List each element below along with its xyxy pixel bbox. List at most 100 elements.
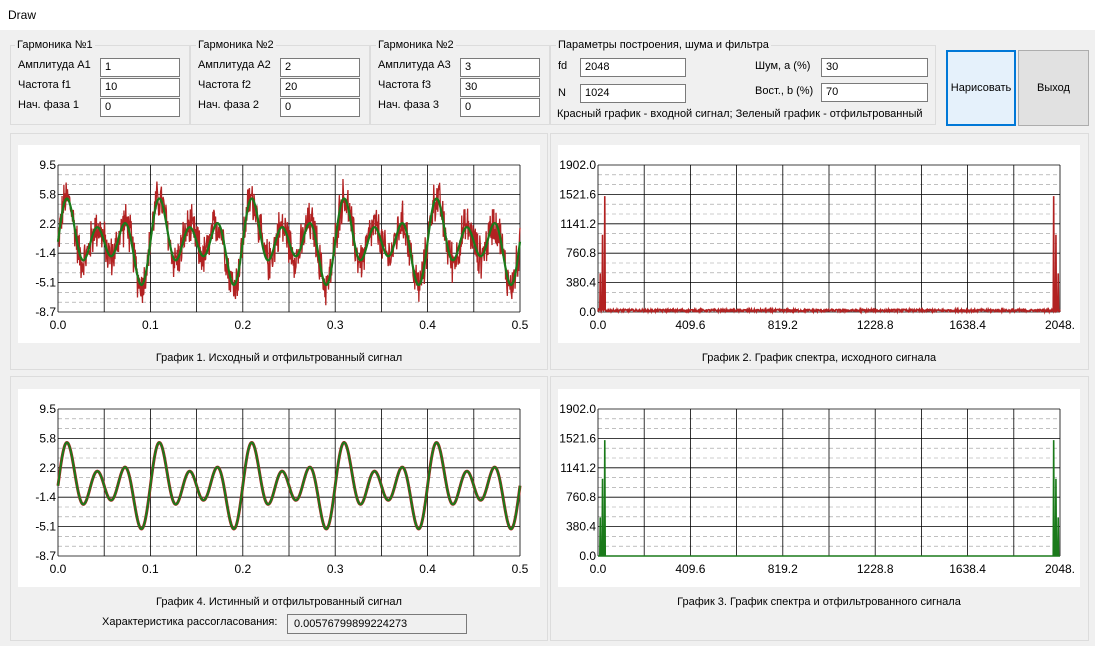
y-tick-label: 1141.2 bbox=[560, 461, 596, 475]
y-tick-label: -8.7 bbox=[35, 549, 56, 563]
x-tick-label: 819.2 bbox=[768, 562, 798, 576]
phase1-label: Нач. фаза 1 bbox=[18, 99, 80, 111]
phase2-input[interactable]: 0 bbox=[280, 98, 360, 117]
y-tick-label: -5.1 bbox=[35, 276, 56, 290]
x-tick-label: 0.5 bbox=[512, 318, 529, 332]
noise-input[interactable]: 30 bbox=[821, 58, 928, 77]
x-tick-label: 0.0 bbox=[50, 318, 67, 332]
harmonic-group-3 bbox=[370, 45, 550, 125]
x-tick-label: 0.2 bbox=[234, 562, 251, 576]
x-tick-label: 0.0 bbox=[590, 562, 607, 576]
chart4-panel bbox=[10, 376, 548, 641]
phase1-input[interactable]: 0 bbox=[100, 98, 180, 117]
chart1-svg: 9.5 5.8 2.2 -1.4 -5.1 -8.70.0 0.1 0.2 0.3 0.4 0.5 bbox=[35, 158, 529, 332]
chart4-area: 9.5 5.8 2.2 -1.4 -5.1 -8.7 0.0 0.1 0.2 0.3 0.4 0.5 bbox=[18, 389, 540, 587]
y-tick-label: 5.8 bbox=[39, 431, 56, 445]
y-tick-label: 5.8 bbox=[39, 187, 56, 201]
chart3-panel bbox=[550, 376, 1089, 641]
freq3-input[interactable]: 30 bbox=[460, 78, 540, 97]
x-tick-label: 0.4 bbox=[419, 562, 436, 576]
chart4-svg: 9.5 5.8 2.2 -1.4 -5.1 -8.70.0 0.1 0.2 0.3 0.4 0.5 bbox=[35, 402, 529, 576]
chart4-caption: График 4. Истинный и отфильтрованный сиг… bbox=[156, 596, 402, 608]
harmonic-group-1 bbox=[10, 45, 190, 125]
phase3-input[interactable]: 0 bbox=[460, 98, 540, 117]
x-tick-label: 2048. bbox=[1045, 318, 1075, 332]
draw-button[interactable]: Нарисовать bbox=[946, 50, 1016, 126]
mismatch-value: 0.00576799899224273 bbox=[287, 614, 467, 634]
chart2-area: 1902.0 1521.6 1141.2 760.8 380.4 0.0 0.0 409.6 8… bbox=[558, 145, 1080, 343]
x-tick-label: 0.4 bbox=[419, 318, 436, 332]
y-tick-label: 1902.0 bbox=[559, 158, 596, 172]
x-tick-label: 1228.8 bbox=[857, 562, 894, 576]
x-tick-label: 0.0 bbox=[590, 318, 607, 332]
x-tick-label: 819.2 bbox=[768, 318, 798, 332]
y-tick-label: 2.2 bbox=[39, 461, 56, 475]
spectrum-line bbox=[598, 440, 1060, 557]
signal-line bbox=[56, 197, 522, 287]
chart1-caption: График 1. Исходный и отфильтрованный сиг… bbox=[155, 352, 403, 364]
x-tick-label: 2048. bbox=[1045, 562, 1075, 576]
harmonic-group-2 bbox=[190, 45, 370, 125]
y-tick-label: 1521.6 bbox=[559, 431, 596, 445]
x-tick-label: 0.1 bbox=[142, 562, 159, 576]
spectrum-line bbox=[597, 196, 1061, 315]
x-tick-label: 0.2 bbox=[234, 318, 251, 332]
freq2-label: Частота f2 bbox=[198, 79, 252, 91]
noise-label: Шум, a (%) bbox=[755, 60, 811, 72]
params-group-title: Параметры построения, шума и фильтра bbox=[556, 39, 771, 51]
chart3-svg: 1902.0 1521.6 1141.2 760.8 380.4 0.00.0 409.6 8… bbox=[559, 402, 1075, 576]
chart3-caption: График 3. График спектра и отфильтрованн… bbox=[677, 596, 961, 608]
amp2-input[interactable]: 2 bbox=[280, 58, 360, 77]
freq3-label: Частота f3 bbox=[378, 79, 432, 91]
chart1-panel bbox=[10, 133, 548, 370]
restore-label: Вост., b (%) bbox=[755, 85, 814, 97]
y-tick-label: 380.4 bbox=[566, 276, 596, 290]
y-tick-label: 0.0 bbox=[579, 549, 596, 563]
chart2-caption: График 2. График спектра, исходного сигн… bbox=[701, 352, 937, 364]
freq2-input[interactable]: 20 bbox=[280, 78, 360, 97]
y-tick-label: 760.8 bbox=[566, 490, 596, 504]
y-tick-label: 1521.6 bbox=[559, 187, 596, 201]
n-label: N bbox=[558, 87, 566, 99]
legend-note: Красный график - входной сигнал; Зеленый… bbox=[557, 108, 923, 120]
y-tick-label: 760.8 bbox=[566, 246, 596, 260]
phase2-label: Нач. фаза 2 bbox=[198, 99, 260, 111]
freq1-label: Частота f1 bbox=[18, 79, 72, 91]
y-tick-label: -8.7 bbox=[35, 305, 56, 319]
signal-line bbox=[57, 441, 521, 530]
x-tick-label: 0.3 bbox=[327, 562, 344, 576]
chart3-area: 1902.0 1521.6 1141.2 760.8 380.4 0.0 0.0 409.6 8… bbox=[558, 389, 1080, 587]
y-tick-label: -1.4 bbox=[35, 246, 56, 260]
n-input[interactable]: 1024 bbox=[580, 84, 686, 103]
y-tick-label: 0.0 bbox=[579, 305, 596, 319]
x-tick-label: 0.0 bbox=[50, 562, 67, 576]
x-tick-label: 409.6 bbox=[675, 318, 705, 332]
x-tick-label: 1638.4 bbox=[949, 318, 986, 332]
restore-input[interactable]: 70 bbox=[821, 83, 928, 102]
y-tick-label: 9.5 bbox=[39, 158, 56, 172]
chart2-panel bbox=[550, 133, 1089, 370]
harmonic-group-2-title: Гармоника №2 bbox=[196, 39, 276, 51]
y-tick-label: -5.1 bbox=[35, 520, 56, 534]
amp3-input[interactable]: 3 bbox=[460, 58, 540, 77]
window-title: Draw bbox=[8, 8, 37, 22]
freq1-input[interactable]: 10 bbox=[100, 78, 180, 97]
y-tick-label: -1.4 bbox=[35, 490, 56, 504]
x-tick-label: 0.5 bbox=[512, 562, 529, 576]
chart1-area: 9.5 5.8 2.2 -1.4 -5.1 -8.7 0.0 0.1 0.2 0.3 0.4 0.5 bbox=[18, 145, 540, 343]
fd-input[interactable]: 2048 bbox=[580, 58, 686, 77]
harmonic-group-1-title: Гармоника №1 bbox=[15, 39, 95, 51]
harmonic-group-3-title: Гармоника №2 bbox=[376, 39, 456, 51]
y-tick-label: 1141.2 bbox=[560, 217, 596, 231]
title-bar: Draw bbox=[0, 0, 1095, 30]
x-tick-label: 0.1 bbox=[142, 318, 159, 332]
mismatch-label: Характеристика рассогласования: bbox=[102, 616, 278, 628]
exit-button[interactable]: Выход bbox=[1018, 50, 1089, 126]
phase3-label: Нач. фаза 3 bbox=[378, 99, 440, 111]
y-tick-label: 2.2 bbox=[39, 217, 56, 231]
x-tick-label: 1638.4 bbox=[949, 562, 986, 576]
x-tick-label: 409.6 bbox=[675, 562, 705, 576]
amp1-label: Амплитуда А1 bbox=[18, 59, 91, 71]
amp1-input[interactable]: 1 bbox=[100, 58, 180, 77]
amp3-label: Амплитуда А3 bbox=[378, 59, 451, 71]
